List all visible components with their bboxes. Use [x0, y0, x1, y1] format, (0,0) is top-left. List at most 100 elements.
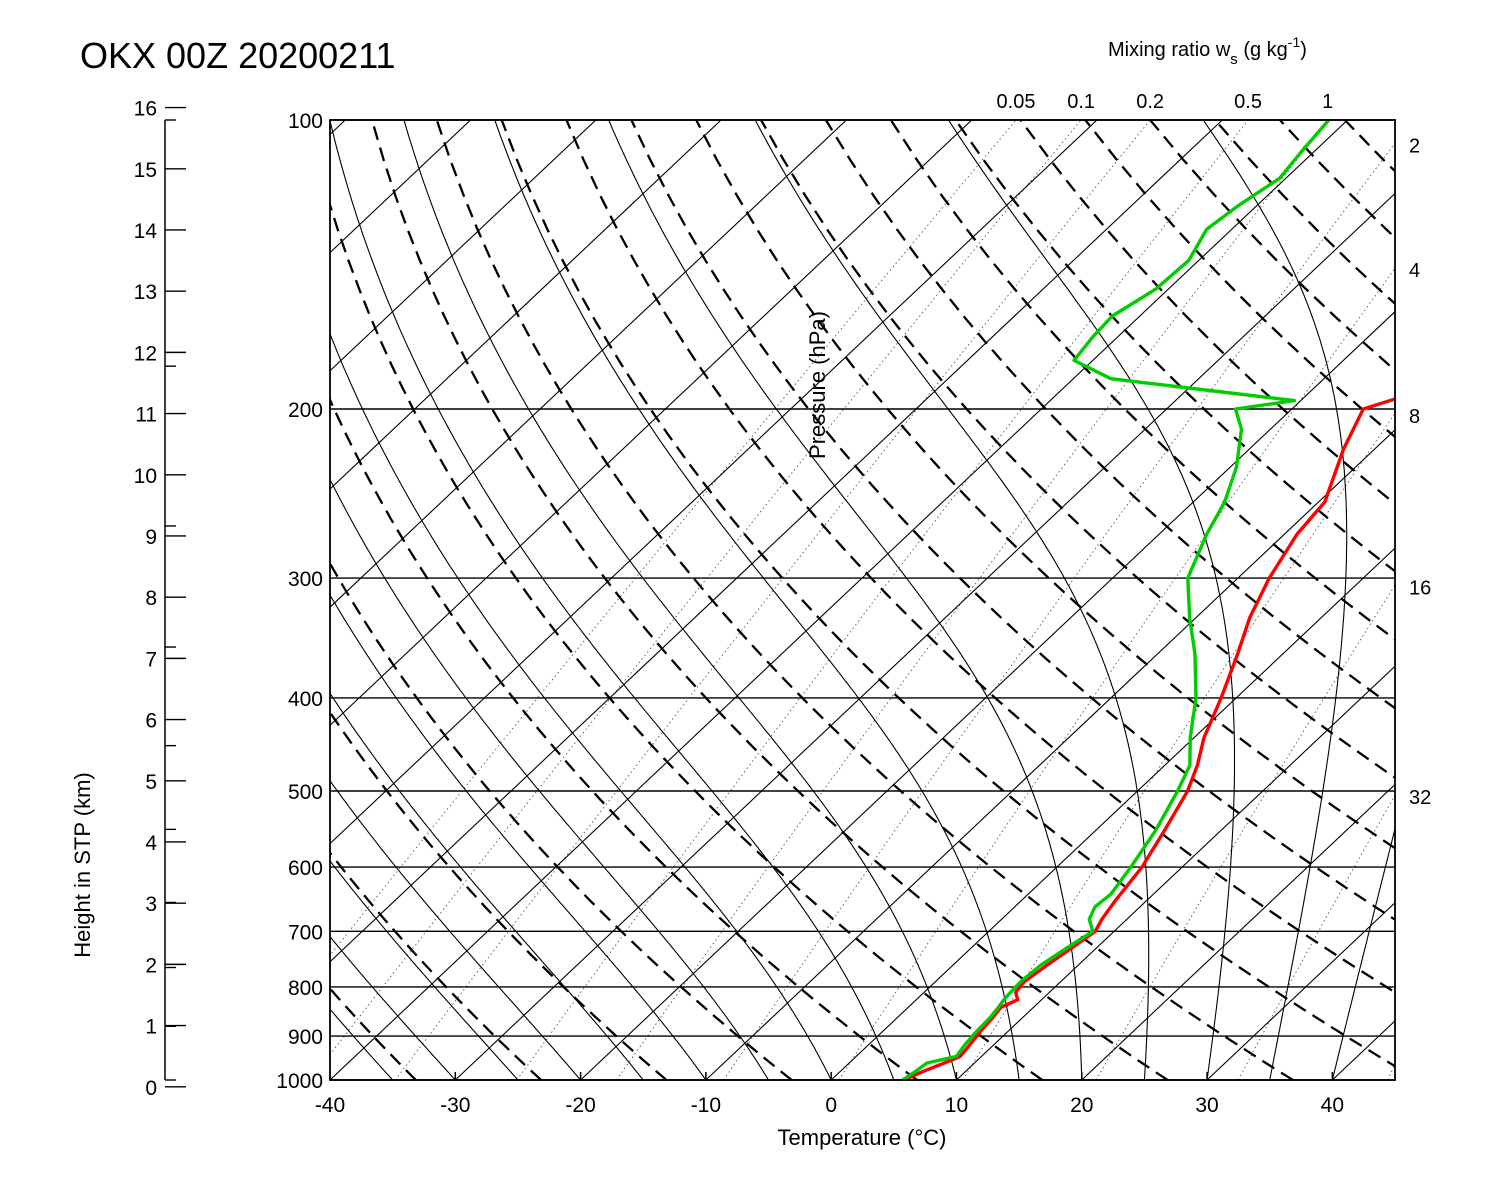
height-tick-label: 4: [145, 832, 157, 855]
mixing-ratio-right-label: 8: [1409, 406, 1420, 428]
height-tick-label: 7: [145, 648, 157, 671]
isotherm-line: [330, 120, 722, 490]
moist-adiabat-line: [330, 593, 707, 1080]
isotherm-line: [330, 120, 1348, 1080]
mixing-ratio-line: [962, 412, 1395, 1080]
mixing-ratio-subscript: s: [1230, 51, 1238, 68]
height-axis-label: Height in STP (km): [70, 772, 95, 957]
mixing-ratio-unit-close: ): [1300, 39, 1307, 61]
mixing-ratio-line: [616, 120, 1329, 1080]
height-tick-label: 2: [145, 954, 157, 977]
mixing-ratio-top-label: 0.2: [1136, 91, 1164, 113]
dry-adiabat-line: [330, 397, 918, 1080]
moist-adiabat-line: [754, 120, 1150, 1080]
dry-adiabat-line: [370, 120, 1169, 1080]
height-tick-label: 15: [134, 159, 157, 182]
height-tick-label: 14: [134, 220, 158, 243]
x-tick-label: -20: [565, 1094, 595, 1117]
dry-adiabat-line: [760, 120, 1395, 780]
moist-adiabat-line: [330, 935, 456, 1080]
mixing-ratio-unit: (g kg: [1238, 39, 1288, 61]
mixing-ratio-superscript: -1: [1288, 34, 1301, 50]
mixing-ratio-right-label: 32: [1409, 787, 1431, 809]
height-tick-label: 5: [145, 771, 157, 794]
moist-adiabat-line: [330, 332, 832, 1080]
height-tick-label: 13: [134, 281, 157, 304]
x-tick-label: 0: [825, 1094, 837, 1117]
mixing-ratio-title: Mixing ratio ws (g kg-1): [1108, 34, 1307, 68]
pressure-tick-label: 400: [288, 688, 323, 711]
mixing-ratio-line: [723, 142, 1395, 1080]
x-tick-label: -40: [315, 1094, 345, 1117]
moist-adiabat-line: [330, 692, 644, 1080]
pressure-tick-label: 600: [288, 857, 323, 880]
pressure-tick-label: 1000: [276, 1070, 323, 1093]
dry-adiabat-line: [954, 120, 1395, 573]
x-tick-label: -30: [440, 1094, 470, 1117]
dry-adiabat-line: [330, 201, 1043, 1080]
height-tick-label: 9: [145, 526, 157, 549]
x-tick-label: 30: [1195, 1094, 1218, 1117]
pressure-tick-label: 200: [288, 399, 323, 422]
mixing-ratio-right-label: 4: [1409, 260, 1420, 282]
mixing-ratio-title-main: Mixing ratio w: [1108, 39, 1231, 61]
isotherm-line: [454, 192, 1395, 1080]
height-tick-label: 11: [135, 404, 157, 427]
isotherm-line: [705, 429, 1395, 1080]
isotherm-line: [1081, 783, 1395, 1080]
pressure-axis-label: Pressure (hPa): [805, 311, 830, 459]
isotherm-line: [330, 120, 973, 727]
mixing-ratio-top-label: 0.1: [1067, 91, 1095, 113]
dewpoint-profile-line: [900, 120, 1331, 1080]
dry-adiabat-line: [330, 986, 417, 1080]
height-tick-label: 0: [145, 1077, 157, 1100]
mixing-ratio-top-label: 0.05: [997, 91, 1036, 113]
height-tick-label: 12: [134, 342, 157, 365]
x-tick-label: -10: [691, 1094, 721, 1117]
x-axis-label: Temperature (°C): [778, 1125, 947, 1150]
plot-frame: [329, 119, 1396, 1081]
isotherm-line: [330, 120, 597, 372]
isotherm-line: [830, 547, 1395, 1080]
dry-adiabat-line: [630, 120, 1395, 922]
moist-adiabat-line: [403, 120, 958, 1080]
temperature-profile-line: [902, 397, 1395, 1080]
moist-adiabat-line: [330, 1008, 394, 1080]
pressure-tick-label: 100: [288, 110, 323, 133]
chart-title: OKX 00Z 20200211: [80, 35, 396, 76]
dry-adiabat-line: [330, 710, 668, 1080]
pressure-tick-label: 300: [288, 568, 323, 591]
height-tick-label: 16: [134, 98, 157, 121]
moist-adiabat-line: [948, 120, 1236, 1080]
dry-adiabat-line: [435, 120, 1294, 1080]
isotherm-line: [580, 310, 1395, 1080]
dry-adiabat-line: [500, 120, 1395, 1068]
mixing-ratio-line: [330, 120, 1082, 1056]
mixing-ratio-top-label: 1: [1322, 91, 1333, 113]
pressure-tick-label: 500: [288, 781, 323, 804]
height-tick-label: 1: [145, 1016, 157, 1039]
mixing-ratio-right-label: 2: [1409, 135, 1420, 157]
pressure-tick-label: 800: [288, 977, 323, 1000]
mixing-ratio-right-label: 16: [1409, 577, 1431, 599]
moist-adiabat-line: [1202, 120, 1348, 1080]
moist-adiabat-line: [330, 779, 582, 1080]
dry-adiabat-line: [695, 120, 1395, 850]
x-tick-label: 20: [1070, 1094, 1093, 1117]
mixing-ratio-top-label: 0.5: [1234, 91, 1262, 113]
height-tick-label: 3: [145, 893, 157, 916]
pressure-tick-label: 900: [288, 1026, 323, 1049]
pressure-tick-label: 700: [288, 921, 323, 944]
mixing-ratio-line: [1095, 584, 1395, 1080]
isotherm-line: [330, 120, 1098, 845]
moist-adiabat-line: [330, 478, 769, 1080]
height-tick-label: 10: [134, 465, 157, 488]
moist-adiabat-line: [494, 120, 1020, 1080]
isotherm-line: [956, 665, 1395, 1080]
moist-adiabat-line: [608, 120, 1083, 1080]
moist-adiabat-line: [330, 120, 895, 1080]
isotherm-line: [1206, 901, 1395, 1080]
moist-adiabat-line: [330, 860, 519, 1080]
